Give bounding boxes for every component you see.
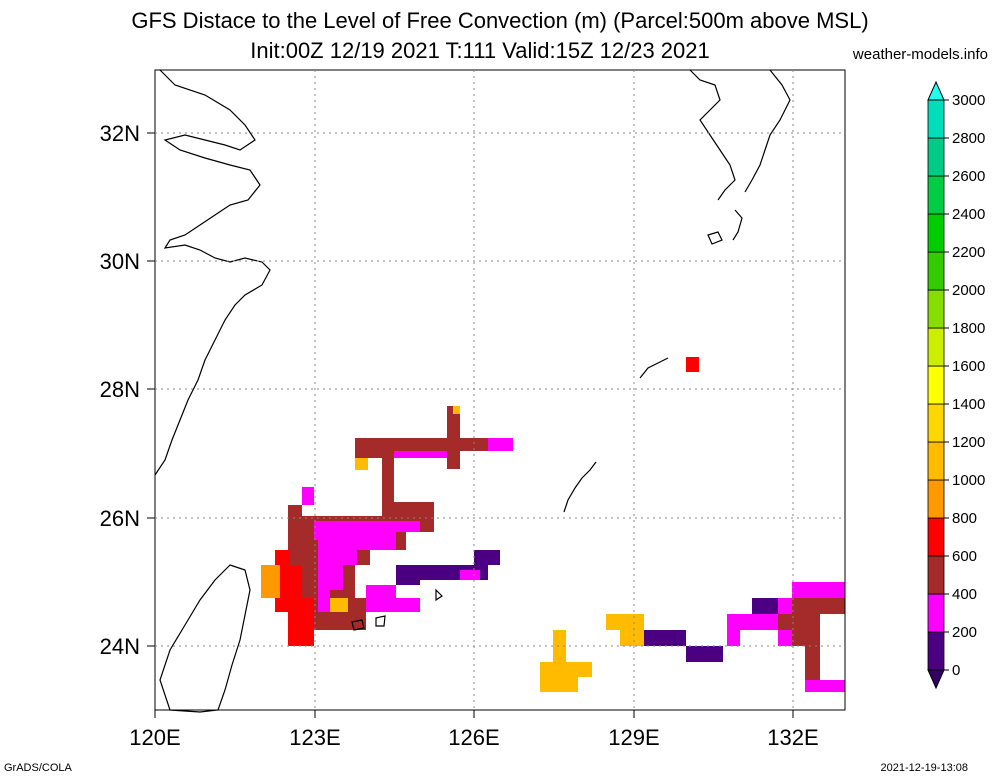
- lfc-shading: [261, 357, 845, 692]
- shade-yellow-north: [355, 458, 368, 470]
- shade-magenta-mid: [366, 585, 420, 612]
- colorbar-segment: [927, 251, 945, 291]
- colorbar-label: 1600: [952, 358, 985, 375]
- colorbar-label: 3000: [952, 92, 985, 109]
- x-tick-labels: 120E 123E 126E 129E 132E: [129, 725, 818, 750]
- colorbar-segment: [927, 403, 945, 443]
- colorbar-segment: [927, 555, 945, 595]
- shade-indigo-east: [752, 598, 778, 614]
- colorbar-label: 2000: [952, 282, 985, 299]
- shade-red-east: [686, 357, 699, 372]
- colorbar-label: 1000: [952, 472, 985, 489]
- colorbar-label: 2800: [952, 130, 985, 147]
- tick-marks: [147, 132, 794, 718]
- footer-right: 2021-12-19-13:08: [880, 762, 968, 774]
- colorbar-segment: [927, 99, 945, 139]
- colorbar-label: 2400: [952, 206, 985, 223]
- colorbar-segment: [927, 175, 945, 215]
- x-tick-label: 132E: [767, 725, 818, 750]
- colorbar-label: 1800: [952, 320, 985, 337]
- colorbar-under-arrow: [927, 669, 945, 690]
- colorbar-segment: [927, 365, 945, 405]
- y-tick-label: 28N: [100, 377, 140, 402]
- yakushima: [707, 231, 723, 245]
- y-tick-label: 32N: [100, 121, 140, 146]
- colorbar-segment: [927, 631, 945, 671]
- colorbar-over-arrow: [927, 80, 945, 101]
- coastlines: [154, 69, 791, 713]
- colorbar-segment: [927, 479, 945, 519]
- shade-magenta-west: [314, 521, 420, 612]
- colorbar-label: 0: [952, 662, 960, 679]
- shade-yellow-se: [606, 614, 644, 646]
- colorbar-label: 800: [952, 510, 977, 527]
- yaeyama-islands: [351, 588, 443, 631]
- y-tick-label: 24N: [100, 634, 140, 659]
- colorbar: 0 200 400 600 800 1000 1200 1400 1600 1800 2000 220…: [927, 80, 985, 690]
- y-tick-label: 30N: [100, 249, 140, 274]
- x-tick-label: 123E: [289, 725, 340, 750]
- kyushu-coast: [689, 69, 736, 201]
- colorbar-label: 2600: [952, 168, 985, 185]
- shade-magenta-west2: [302, 487, 314, 505]
- colorbar-label: 600: [952, 548, 977, 565]
- plot-frame: [154, 69, 846, 711]
- colorbar-label: 2200: [952, 244, 985, 261]
- gridlines: [155, 70, 845, 710]
- china-coast: [154, 69, 271, 476]
- colorbar-label: 1400: [952, 396, 985, 413]
- source-label: weather-models.info: [852, 46, 988, 63]
- colorbar-segment: [927, 327, 945, 367]
- colorbar-segment: [927, 441, 945, 481]
- shade-orange-west: [261, 565, 280, 598]
- shade-brown-east: [778, 598, 845, 680]
- shade-red-west: [275, 550, 314, 646]
- okinawa-coast: [563, 461, 597, 513]
- x-tick-label: 129E: [608, 725, 659, 750]
- shade-magenta-mid2: [460, 570, 480, 580]
- shikoku-coast: [744, 69, 791, 193]
- y-tick-labels: 32N 30N 28N 26N 24N: [100, 121, 140, 659]
- amami-coast: [639, 357, 669, 379]
- shade-indigo-mid: [396, 550, 500, 585]
- shade-brown-north: [355, 406, 488, 502]
- shade-yellow-west: [330, 598, 348, 612]
- shade-yellow-south: [540, 630, 592, 692]
- chart-subtitle: Init:00Z 12/19 2021 T:111 Valid:15Z 12/2…: [250, 38, 710, 63]
- y-tick-label: 26N: [100, 506, 140, 531]
- x-tick-label: 120E: [129, 725, 180, 750]
- colorbar-label: 1200: [952, 434, 985, 451]
- colorbar-segment: [927, 517, 945, 557]
- tanegashima: [732, 209, 743, 241]
- footer-left: GrADS/COLA: [4, 762, 72, 774]
- taiwan-coast: [159, 564, 251, 713]
- colorbar-segment: [927, 289, 945, 329]
- colorbar-segment: [927, 213, 945, 253]
- shade-yellow-north2: [453, 406, 460, 414]
- colorbar-segment: [927, 137, 945, 177]
- colorbar-label: 400: [952, 586, 977, 603]
- chart-title: GFS Distace to the Level of Free Convect…: [131, 8, 869, 33]
- colorbar-segment: [927, 593, 945, 633]
- colorbar-label: 200: [952, 624, 977, 641]
- x-tick-label: 126E: [448, 725, 499, 750]
